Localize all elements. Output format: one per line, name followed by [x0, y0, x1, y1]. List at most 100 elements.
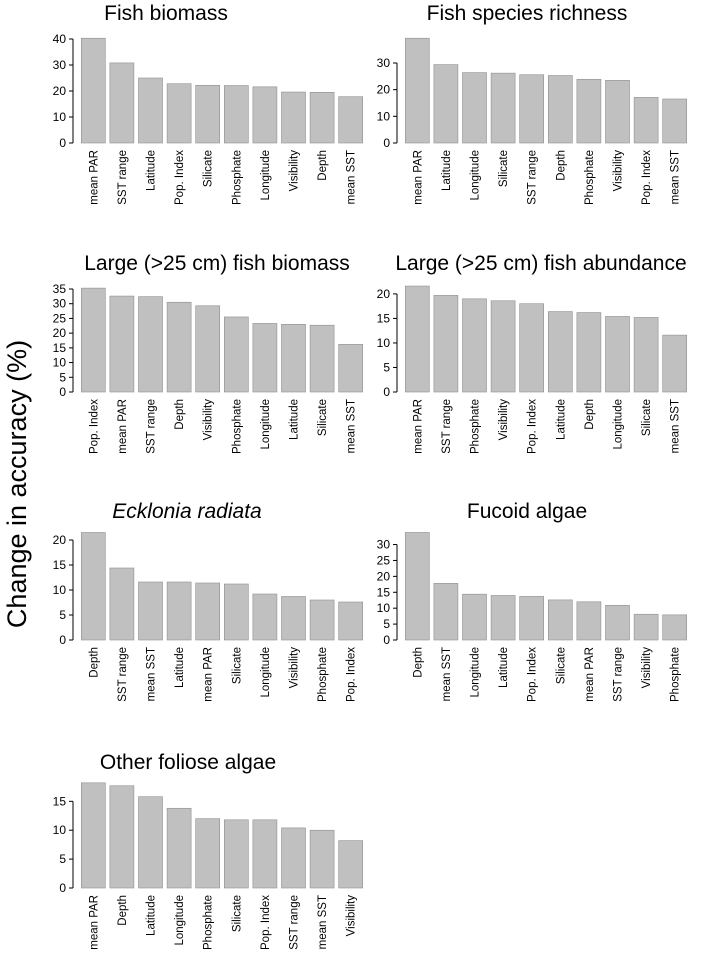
x-tick-label: mean PAR [412, 399, 424, 454]
bar [309, 92, 335, 144]
bar [223, 819, 249, 889]
y-tick-label: 15 [377, 311, 391, 325]
x-tick-label: mean PAR [584, 647, 596, 702]
y-tick-label: 30 [377, 56, 391, 70]
chart-title: Fucoid algae [467, 500, 587, 523]
x-tick-label: Latitude [146, 150, 158, 191]
chart-panel-3: Large (>25 cm) fish biomass 0510152025303… [53, 252, 364, 454]
x-tick-label: Latitude [441, 150, 453, 191]
x-tick-label: SST range [441, 399, 453, 454]
bar [166, 301, 192, 393]
y-tick-label: 0 [59, 385, 66, 399]
y-tick-label: 15 [377, 585, 391, 599]
bar [80, 287, 106, 393]
x-tick-label: mean SST [346, 150, 358, 204]
y-tick-label: 20 [377, 83, 391, 97]
y-tick-label: 0 [383, 385, 390, 399]
y-tick-label: 20 [53, 533, 67, 547]
chart-panel-1: Fish biomass 0 10 20 30 40 mean PAR SST range La… [53, 2, 364, 205]
bar [605, 605, 630, 641]
chart-title: Large (>25 cm) fish biomass [84, 252, 350, 275]
bar [195, 84, 221, 144]
bar [109, 567, 135, 641]
y-tick-label: 0 [59, 633, 66, 647]
x-tick-label: SST range [117, 150, 129, 205]
y-tick-label: 5 [59, 852, 66, 866]
x-tick-label: SST range [117, 647, 129, 702]
x-tick-label: Visibility [203, 399, 215, 441]
y-tick-label: 5 [59, 370, 66, 384]
bar [433, 64, 459, 144]
bar [338, 601, 364, 641]
x-tick-label: mean PAR [412, 150, 424, 205]
bar [109, 295, 135, 393]
y-tick-label: 20 [53, 326, 67, 340]
x-tick-label: Silicate [641, 399, 653, 436]
x-tick-label: mean SST [146, 647, 158, 701]
bar [490, 595, 516, 641]
bar [338, 96, 364, 144]
x-tick-label: Longitude [260, 150, 272, 201]
x-tick-label: Silicate [555, 647, 567, 684]
bar [138, 796, 163, 889]
bar [138, 581, 163, 641]
x-tick-label: Depth [555, 150, 567, 181]
bar [281, 596, 306, 641]
bar [223, 583, 249, 641]
x-tick-label: Pop. Index [527, 399, 539, 454]
bar [519, 74, 545, 144]
x-tick-label: mean SST [346, 399, 358, 453]
bar [633, 97, 659, 144]
bar [662, 614, 688, 641]
x-tick-label: Visibility [346, 895, 358, 937]
y-tick-label: 40 [53, 32, 67, 46]
bar [252, 86, 278, 144]
x-tick-label: Phosphate [670, 647, 682, 702]
x-tick-label: mean PAR [88, 150, 100, 205]
x-tick-label: Longitude [260, 647, 272, 698]
bar [80, 37, 106, 144]
x-tick-label: Pop. Index [88, 399, 100, 454]
bar [404, 37, 430, 144]
x-tick-label: Phosphate [231, 150, 243, 205]
y-tick-label: 5 [59, 608, 66, 622]
x-tick-label: Depth [412, 647, 424, 678]
y-tick-label: 35 [53, 282, 67, 296]
y-tick-label: 0 [59, 881, 66, 895]
x-tick-label: Longitude [174, 895, 186, 946]
chart-title: Large (>25 cm) fish abundance [395, 252, 686, 275]
bar [519, 303, 545, 393]
chart-title: Other foliose algae [100, 751, 276, 774]
bar [252, 323, 278, 393]
bar [547, 311, 573, 393]
y-tick-label: 5 [383, 617, 390, 631]
bar [404, 285, 430, 393]
bar [80, 782, 106, 889]
bar [633, 613, 659, 641]
bar [80, 532, 106, 641]
x-tick-label: SST range [613, 647, 625, 702]
x-tick-label: Latitude [555, 399, 567, 440]
x-tick-label: mean SST [670, 150, 682, 204]
y-tick-label: 10 [377, 336, 391, 350]
x-tick-label: Visibility [613, 150, 625, 192]
x-tick-label: mean SST [441, 647, 453, 701]
bar [195, 305, 221, 393]
x-tick-label: Latitude [174, 647, 186, 688]
x-tick-label: Latitude [498, 647, 510, 688]
y-tick-label: 10 [53, 110, 67, 124]
bar [433, 295, 459, 393]
bar [462, 298, 487, 393]
bar [462, 72, 487, 144]
y-tick-label: 10 [53, 356, 67, 370]
bar [547, 75, 573, 144]
x-tick-label: Longitude [613, 399, 625, 450]
y-tick-label: 30 [377, 538, 391, 552]
bar [605, 316, 630, 393]
bar [138, 296, 163, 393]
x-tick-label: Pop. Index [174, 150, 186, 205]
y-tick-label: 0 [383, 633, 390, 647]
y-tick-label: 25 [377, 553, 391, 567]
bar [252, 593, 278, 641]
